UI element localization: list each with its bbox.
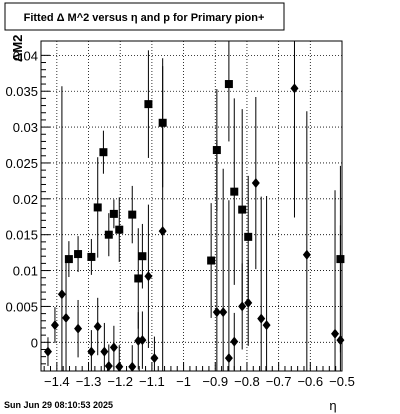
data-point-diamond	[100, 346, 109, 357]
x-tick-label: −0.8	[234, 374, 260, 389]
y-tick-label: 0.035	[5, 84, 38, 99]
data-point-diamond	[244, 297, 253, 308]
data-point-diamond	[93, 321, 102, 332]
data-point-square	[93, 203, 102, 212]
data-point-diamond	[251, 178, 260, 189]
y-tick-label: 0.03	[13, 120, 38, 135]
x-tick-label: −1.4	[44, 374, 70, 389]
data-point-diamond	[290, 83, 299, 94]
data-point-diamond	[224, 353, 233, 364]
data-point-square	[87, 252, 96, 261]
y-tick-label: 0.02	[13, 192, 38, 207]
data-point-diamond	[257, 313, 266, 324]
y-tick-label: 0	[31, 335, 38, 350]
data-point-square	[244, 232, 253, 241]
x-tick-label: −1.3	[76, 374, 102, 389]
x-axis-label: η	[329, 398, 336, 413]
title-box	[4, 2, 285, 31]
data-point-diamond	[128, 361, 137, 372]
x-tick-label: −0.6	[297, 374, 323, 389]
data-point-diamond	[144, 271, 153, 282]
data-point-diamond	[230, 336, 239, 347]
y-tick-label: 0.025	[5, 156, 38, 171]
y-tick-label: 0.015	[5, 228, 38, 243]
data-point-square	[104, 230, 113, 239]
x-tick-label: −1	[176, 374, 191, 389]
data-point-diamond	[219, 307, 228, 318]
x-tick-label: −1.1	[139, 374, 165, 389]
x-tick-label: −0.9	[202, 374, 228, 389]
data-point-square	[138, 252, 147, 261]
grid-lines	[41, 41, 343, 371]
data-point-diamond	[262, 320, 271, 331]
data-point-diamond	[150, 353, 159, 364]
y-tick-label: 0.04	[13, 48, 38, 63]
data-point-diamond	[302, 249, 311, 260]
x-tick-label: −0.5	[329, 374, 355, 389]
data-point-diamond	[57, 289, 66, 300]
data-point-diamond	[212, 307, 221, 318]
data-point-square	[115, 225, 124, 234]
x-tick-label: −0.7	[266, 374, 292, 389]
data-point-square	[64, 255, 73, 264]
data-point-diamond	[87, 346, 96, 357]
data-point-square	[144, 100, 153, 109]
data-point-square	[99, 148, 108, 157]
data-point-diamond	[62, 312, 71, 323]
y-axis-label: ΔM2	[10, 35, 25, 62]
x-tick-labels: −1.4 −1.3 −1.2 −1.1 −1 −0.9 −0.8 −0.7 −0.6 −0.5	[44, 374, 355, 389]
data-points	[43, 41, 345, 372]
data-point-square	[224, 80, 233, 89]
data-point-diamond	[138, 335, 147, 346]
data-point-diamond	[331, 328, 340, 339]
y-tick-labels: 0 0.005 0.01 0.015 0.02 0.025 0.03 0.035 0.04	[5, 48, 38, 350]
data-point-square	[207, 256, 216, 265]
data-point-diamond	[43, 346, 52, 357]
data-point-diamond	[115, 361, 124, 372]
chart-title: Fitted Δ M^2 versus η and p for Primary …	[24, 12, 265, 24]
data-point-square	[109, 209, 118, 218]
data-point-square	[230, 187, 239, 196]
data-point-square	[74, 250, 83, 259]
data-point-diamond	[74, 323, 83, 334]
data-point-square	[238, 205, 247, 214]
x-tick-label: −1.2	[107, 374, 133, 389]
data-point-diamond	[109, 342, 118, 353]
data-point-diamond	[50, 320, 59, 331]
axis-ticks	[41, 54, 343, 371]
y-tick-label: 0.005	[5, 299, 38, 314]
data-point-diamond	[104, 360, 113, 371]
data-point-square	[134, 274, 143, 283]
data-point-diamond	[158, 226, 167, 237]
y-tick-label: 0.01	[13, 264, 38, 279]
data-point-diamond	[336, 335, 345, 346]
data-point-square	[128, 210, 137, 219]
plot-frame	[40, 40, 343, 372]
data-point-diamond	[238, 301, 247, 312]
timestamp: Sun Jun 29 08:10:53 2025	[4, 400, 113, 410]
